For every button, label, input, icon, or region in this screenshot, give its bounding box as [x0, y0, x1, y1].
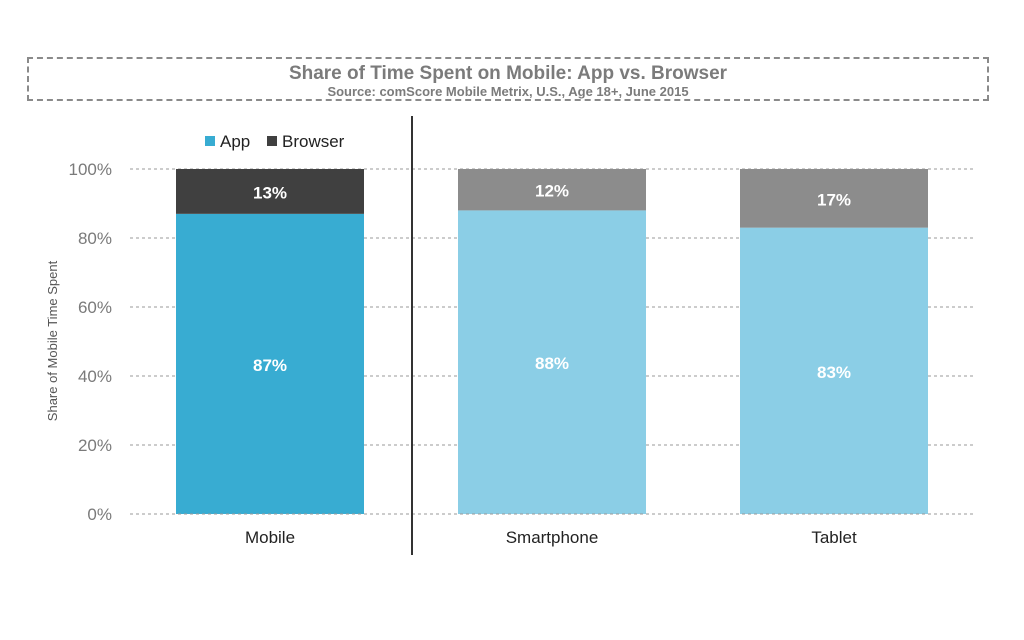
- legend-swatch-app: [205, 136, 215, 146]
- data-label: 88%: [535, 354, 569, 373]
- axes: 0% 20% 40% 60% 80% 100% Share of Mobile Time S…: [45, 116, 975, 555]
- value-labels: 87% 13% 88% 12% 83% 17%: [253, 182, 851, 382]
- legend: App Browser: [205, 132, 345, 151]
- bar-browser-smartphone: [458, 169, 646, 211]
- bar-app-mobile: [176, 213, 364, 514]
- data-label: 83%: [817, 363, 851, 382]
- data-label: 12%: [535, 182, 569, 201]
- y-axis-label: Share of Mobile Time Spent: [45, 260, 60, 421]
- data-label: 87%: [253, 356, 287, 375]
- y-tick-label: 20%: [78, 436, 112, 455]
- y-tick-label: 60%: [78, 298, 112, 317]
- legend-label: Browser: [282, 132, 345, 151]
- bar-browser-tablet: [740, 169, 928, 228]
- y-tick-label: 80%: [78, 229, 112, 248]
- bar-browser-mobile: [176, 169, 364, 214]
- chart-title: Share of Time Spent on Mobile: App vs. B…: [288, 63, 728, 84]
- legend-swatch-browser: [267, 136, 277, 146]
- x-tick-label: Tablet: [811, 528, 857, 547]
- y-tick-label: 100%: [69, 160, 112, 179]
- legend-label: App: [220, 132, 250, 151]
- chart-subtitle: Source: comScore Mobile Metrix, U.S., Ag…: [327, 84, 689, 99]
- y-tick-label: 40%: [78, 367, 112, 386]
- bar-app-tablet: [740, 227, 928, 514]
- x-tick-label: Smartphone: [506, 528, 599, 547]
- y-tick-label: 0%: [87, 505, 112, 524]
- bar-app-smartphone: [458, 210, 646, 514]
- x-tick-label: Mobile: [245, 528, 295, 547]
- data-label: 13%: [253, 183, 287, 202]
- chart-title-box: Share of Time Spent on Mobile: App vs. B…: [27, 57, 989, 101]
- bars: [176, 169, 928, 514]
- data-label: 17%: [817, 190, 851, 209]
